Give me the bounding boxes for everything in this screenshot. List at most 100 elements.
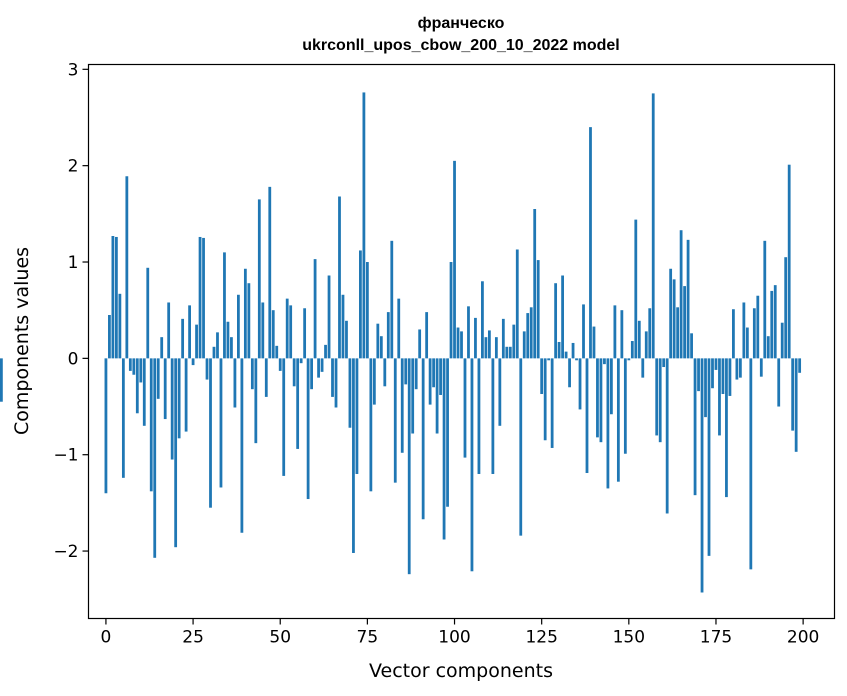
bar-148 <box>620 310 624 359</box>
bar-116 <box>508 346 512 359</box>
bar-111 <box>491 358 495 474</box>
bar-97 <box>442 358 446 540</box>
chart-title-line-1: франческо <box>418 15 505 32</box>
bar-139 <box>589 127 592 359</box>
bar-100 <box>453 160 456 359</box>
bar-177 <box>721 358 725 395</box>
bar-89 <box>414 358 418 390</box>
bar-19 <box>170 358 174 460</box>
bar-28 <box>202 237 205 359</box>
bar-83 <box>393 358 397 483</box>
bar-56 <box>299 358 303 364</box>
bar-157 <box>651 93 655 359</box>
x-tick-label-75: 75 <box>357 628 379 648</box>
bar-154 <box>641 358 645 378</box>
bar-51 <box>282 358 286 476</box>
bar-102 <box>460 331 463 359</box>
bar-60 <box>313 259 317 359</box>
bar-110 <box>487 330 491 359</box>
bar-125 <box>540 358 544 395</box>
bar-95 <box>435 358 439 434</box>
bar-21 <box>177 358 181 439</box>
bar-126 <box>543 358 547 441</box>
bar-178 <box>725 358 728 498</box>
chart-title-line-2: ukrconll_upos_cbow_200_10_2022 model <box>302 37 619 54</box>
bar-93 <box>428 358 432 405</box>
bar-141 <box>596 358 599 438</box>
bar-140 <box>592 326 596 359</box>
bar-32 <box>216 332 219 359</box>
bar-62 <box>320 358 324 372</box>
bar-45 <box>261 302 265 359</box>
bar-147 <box>616 358 620 482</box>
bar-80 <box>383 358 387 387</box>
bar-105 <box>470 358 474 572</box>
bar-193 <box>777 358 781 407</box>
bar-5 <box>121 358 125 478</box>
bar-187 <box>756 295 760 359</box>
bar-8 <box>132 358 136 375</box>
bar-151 <box>630 341 634 359</box>
bar-64 <box>327 275 331 359</box>
bar-55 <box>296 358 300 449</box>
bar-66 <box>334 358 338 408</box>
bar-186 <box>752 308 756 359</box>
bar-41 <box>247 283 251 359</box>
bar-88 <box>411 358 415 434</box>
bar-183 <box>742 302 746 359</box>
bar-133 <box>568 358 571 388</box>
bar-197 <box>791 358 795 431</box>
bar-94 <box>432 358 436 388</box>
bar-71 <box>352 358 355 553</box>
bar-25 <box>191 358 195 366</box>
bar-63 <box>324 344 327 359</box>
bar-119 <box>519 358 523 536</box>
bar-11 <box>142 358 146 426</box>
bar-78 <box>376 323 380 359</box>
bar-12 <box>146 267 150 359</box>
bar-26 <box>195 324 198 359</box>
bar-33 <box>219 358 223 488</box>
y-axis-ticks: 3 2 1 0 −1 −2 <box>53 60 89 562</box>
bar-47 <box>268 186 272 359</box>
bar-137 <box>582 304 585 359</box>
bars-group <box>0 92 802 593</box>
bar-134 <box>571 342 575 359</box>
bar-84 <box>397 298 401 359</box>
bar-10 <box>139 358 143 383</box>
bar-67 <box>338 196 341 359</box>
bar-192 <box>773 285 777 359</box>
bar-23 <box>184 358 188 432</box>
bar-91 <box>421 358 425 520</box>
bar-99 <box>449 262 453 359</box>
bar-142 <box>599 358 603 443</box>
bar-128 <box>550 358 554 448</box>
bar-162 <box>669 268 673 359</box>
bar-85 <box>400 358 404 453</box>
x-tick-label-175: 175 <box>700 628 732 648</box>
bar-138 <box>585 358 589 474</box>
bar-15 <box>156 358 160 399</box>
bar-30 <box>209 358 212 508</box>
bar-190 <box>766 336 770 359</box>
bar-118 <box>515 249 519 359</box>
bar-1 <box>108 315 111 359</box>
bar-127 <box>547 358 551 361</box>
bar-104 <box>467 306 470 359</box>
bar-113 <box>498 358 502 426</box>
y-tick-label-1: 1 <box>68 253 79 273</box>
bar-121 <box>526 313 530 359</box>
bar-2 <box>111 236 115 359</box>
bar-158 <box>655 358 659 436</box>
bar-17 <box>163 358 167 420</box>
bar-194 <box>780 322 784 359</box>
bar-195 <box>784 257 788 359</box>
bar-43 <box>254 358 258 444</box>
bar-76 <box>369 358 373 492</box>
bar-undefined <box>0 358 3 402</box>
bar-169 <box>693 358 697 496</box>
bar-24 <box>188 305 191 359</box>
bar-52 <box>285 298 289 359</box>
x-tick-label-50: 50 <box>269 628 291 648</box>
bar-189 <box>763 240 767 359</box>
